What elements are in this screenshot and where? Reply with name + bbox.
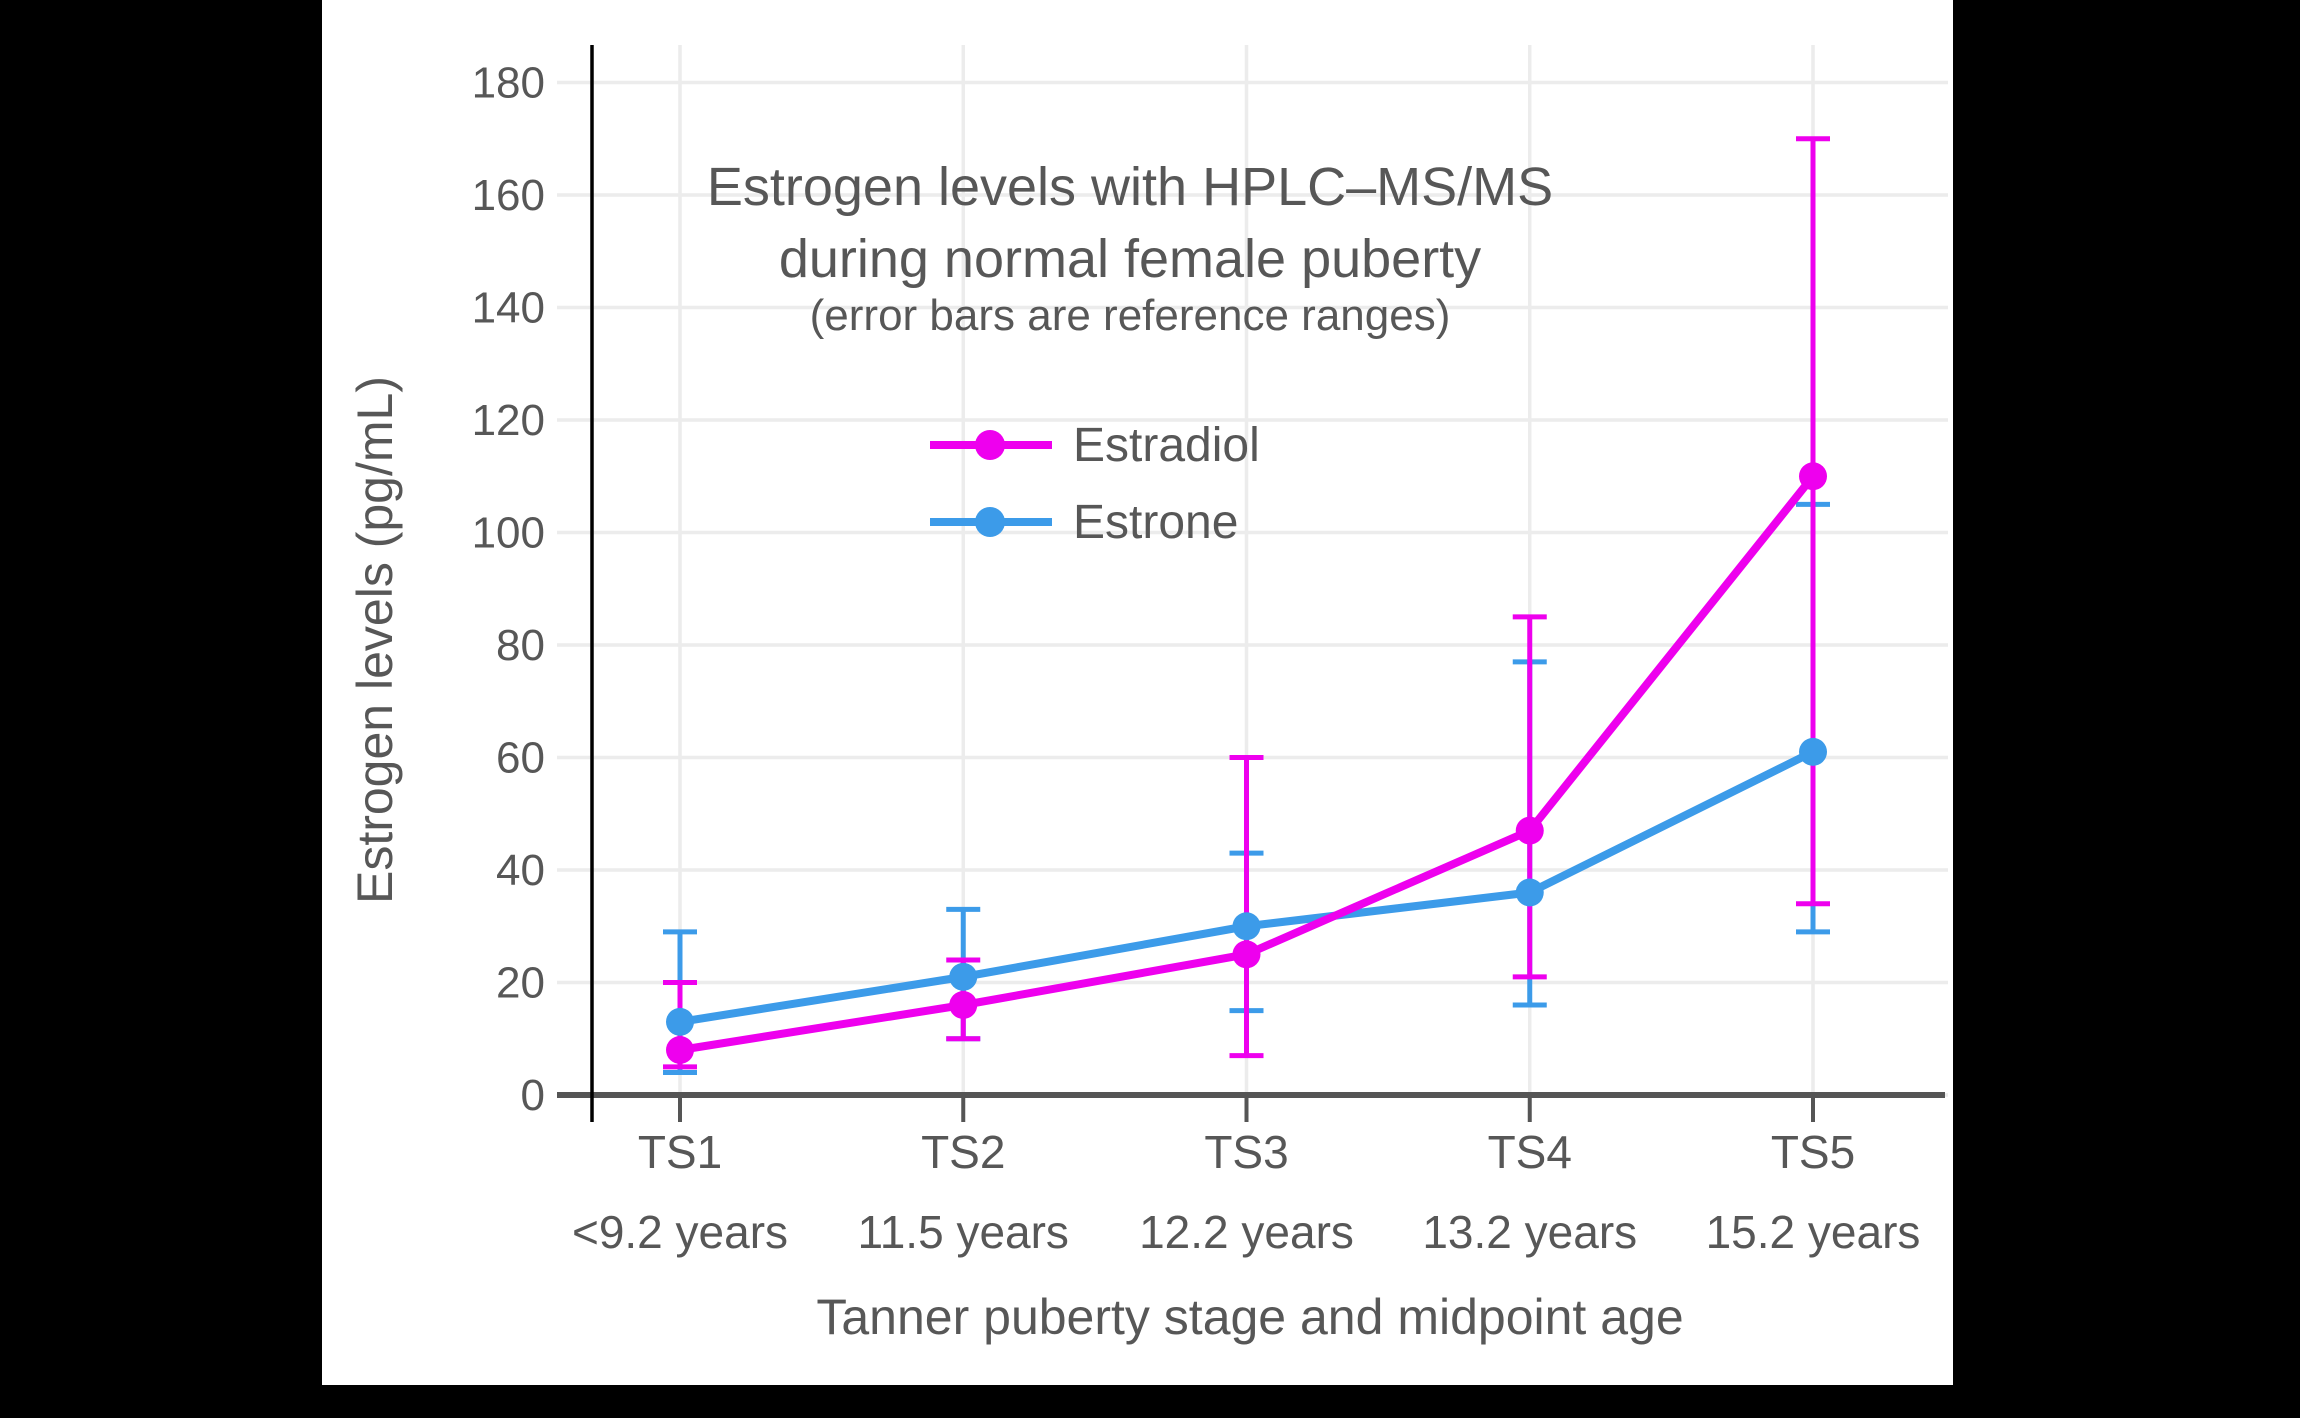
- legend-item-estradiol: Estradiol: [930, 419, 1260, 472]
- series-estrone: [666, 737, 1827, 1036]
- y-tick-label-20: 20: [496, 959, 545, 1008]
- data-point-estradiol-ts4: [1515, 816, 1544, 845]
- x-axis-title: Tanner puberty stage and midpoint age: [816, 1289, 1683, 1345]
- legend: Estradiol Estrone: [930, 419, 1260, 549]
- y-tick-label-100: 100: [472, 509, 545, 558]
- y-tick-label-60: 60: [496, 734, 545, 783]
- chart-subtitle: (error bars are reference ranges): [810, 291, 1451, 340]
- y-tick-label-120: 120: [472, 396, 545, 445]
- data-point-estrone-ts4: [1515, 878, 1544, 907]
- y-tick-label-140: 140: [472, 284, 545, 333]
- y-tick-label-40: 40: [496, 846, 545, 895]
- x-tick-label-ts3: TS3: [1204, 1126, 1288, 1178]
- legend-label-estrone: Estrone: [1073, 496, 1238, 549]
- x-tick-label-ts5: TS5: [1771, 1126, 1855, 1178]
- data-point-estrone-ts3: [1232, 912, 1261, 941]
- chart-title-line1: Estrogen levels with HPLC–MS/MS: [707, 157, 1553, 217]
- data-point-estrone-ts1: [666, 1007, 694, 1036]
- legend-marker-estrone: [975, 507, 1005, 537]
- data-point-estradiol-ts2: [949, 991, 978, 1019]
- error-bars-estradiol: [663, 136, 1830, 1070]
- chart-geometry: 0 20 40 60 80 100 120 140 160 180 TS1 TS2 TS3 TS4 TS5 <…: [472, 45, 1948, 1258]
- legend-marker-estradiol: [975, 430, 1005, 460]
- x-sublabel-ts1: <9.2 years: [572, 1206, 788, 1258]
- x-sublabel-ts5: 15.2 years: [1706, 1206, 1921, 1258]
- x-sublabel-ts4: 13.2 years: [1422, 1206, 1637, 1258]
- data-point-estradiol-ts1: [666, 1036, 694, 1064]
- y-axis-title: Estrogen levels (pg/mL): [347, 376, 403, 904]
- x-sublabel-ts3: 12.2 years: [1139, 1206, 1354, 1258]
- x-tick-label-ts2: TS2: [921, 1126, 1005, 1178]
- data-point-estrone-ts5: [1799, 737, 1827, 766]
- legend-item-estrone: Estrone: [930, 496, 1238, 549]
- y-tick-label-180: 180: [472, 59, 545, 108]
- x-sublabel-ts2: 11.5 years: [858, 1206, 1069, 1258]
- y-tick-label-160: 160: [472, 171, 545, 220]
- y-tick-label-80: 80: [496, 621, 545, 670]
- x-tick-label-ts1: TS1: [638, 1126, 722, 1178]
- data-point-estradiol-ts3: [1232, 940, 1261, 969]
- x-tick-label-ts4: TS4: [1488, 1126, 1572, 1178]
- data-point-estrone-ts2: [949, 962, 978, 991]
- figure-canvas: [322, 0, 1953, 1385]
- legend-label-estradiol: Estradiol: [1073, 419, 1260, 472]
- y-tick-label-0: 0: [521, 1071, 545, 1120]
- series-estradiol: [666, 462, 1827, 1064]
- chart-title-line2: during normal female puberty: [779, 229, 1481, 289]
- data-point-estradiol-ts5: [1799, 462, 1827, 491]
